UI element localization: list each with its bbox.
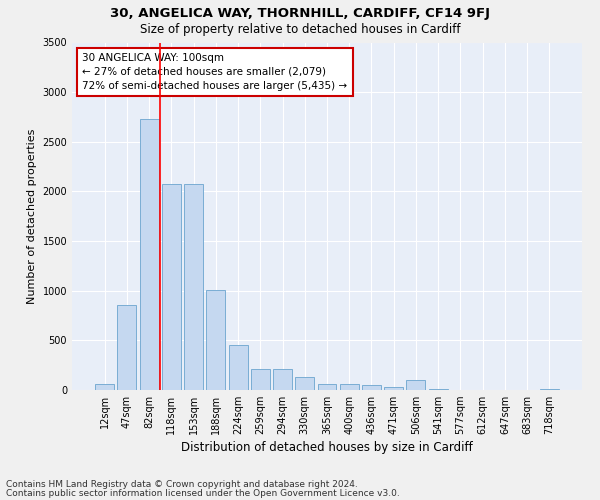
Text: Contains public sector information licensed under the Open Government Licence v3: Contains public sector information licen… xyxy=(6,489,400,498)
Text: Contains HM Land Registry data © Crown copyright and database right 2024.: Contains HM Land Registry data © Crown c… xyxy=(6,480,358,489)
Text: 30 ANGELICA WAY: 100sqm
← 27% of detached houses are smaller (2,079)
72% of semi: 30 ANGELICA WAY: 100sqm ← 27% of detache… xyxy=(82,53,347,91)
Bar xyxy=(317,384,337,390)
Bar xyxy=(429,389,448,390)
Bar xyxy=(184,184,203,390)
Bar xyxy=(540,389,559,390)
Bar xyxy=(273,368,292,390)
Bar xyxy=(118,305,136,390)
X-axis label: Distribution of detached houses by size in Cardiff: Distribution of detached houses by size … xyxy=(181,442,473,454)
Bar xyxy=(384,387,403,390)
Y-axis label: Number of detached properties: Number of detached properties xyxy=(27,128,37,304)
Bar xyxy=(295,377,314,390)
Bar xyxy=(206,290,225,390)
Bar xyxy=(229,345,248,390)
Text: 30, ANGELICA WAY, THORNHILL, CARDIFF, CF14 9FJ: 30, ANGELICA WAY, THORNHILL, CARDIFF, CF… xyxy=(110,8,490,20)
Bar xyxy=(362,385,381,390)
Bar xyxy=(95,384,114,390)
Bar xyxy=(140,119,158,390)
Bar xyxy=(406,380,425,390)
Bar xyxy=(251,368,270,390)
Bar xyxy=(162,184,181,390)
Text: Size of property relative to detached houses in Cardiff: Size of property relative to detached ho… xyxy=(140,22,460,36)
Bar xyxy=(340,384,359,390)
